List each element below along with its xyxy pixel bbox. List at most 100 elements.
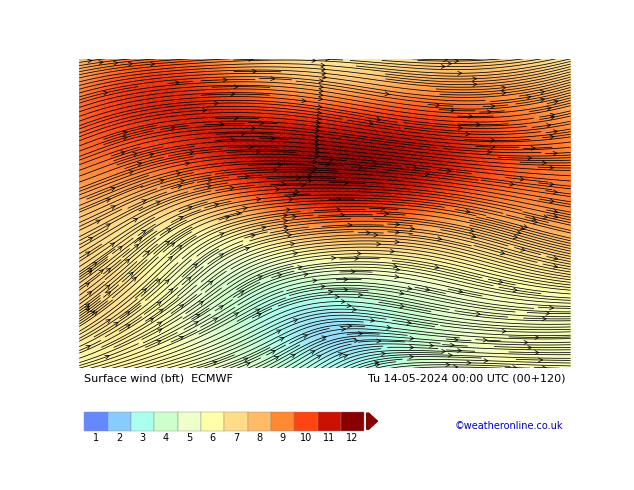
- FancyArrowPatch shape: [250, 234, 255, 238]
- FancyArrowPatch shape: [107, 292, 110, 295]
- FancyArrowPatch shape: [179, 305, 183, 309]
- FancyArrowPatch shape: [213, 318, 217, 321]
- FancyArrowPatch shape: [166, 229, 171, 232]
- FancyArrowPatch shape: [322, 75, 327, 79]
- FancyArrowPatch shape: [317, 111, 321, 115]
- FancyArrowPatch shape: [236, 211, 240, 215]
- FancyArrowPatch shape: [225, 216, 230, 220]
- FancyArrowPatch shape: [315, 134, 320, 138]
- Text: 2: 2: [116, 433, 122, 443]
- FancyArrowPatch shape: [377, 117, 380, 121]
- FancyArrowPatch shape: [533, 220, 538, 223]
- FancyArrowPatch shape: [276, 330, 281, 334]
- FancyArrowPatch shape: [110, 243, 114, 246]
- FancyArrowPatch shape: [316, 355, 321, 359]
- FancyArrowPatch shape: [520, 226, 524, 230]
- FancyArrowPatch shape: [553, 151, 557, 155]
- FancyArrowPatch shape: [93, 262, 97, 266]
- FancyArrowPatch shape: [354, 339, 358, 343]
- FancyArrowPatch shape: [316, 124, 320, 128]
- FancyArrowPatch shape: [307, 174, 311, 178]
- FancyArrowPatch shape: [393, 264, 398, 268]
- FancyArrowPatch shape: [168, 256, 172, 261]
- FancyArrowPatch shape: [106, 199, 110, 202]
- FancyArrowPatch shape: [466, 132, 470, 136]
- FancyArrowPatch shape: [242, 131, 245, 135]
- FancyArrowPatch shape: [252, 70, 256, 74]
- FancyArrowPatch shape: [337, 197, 340, 201]
- FancyArrowPatch shape: [553, 215, 558, 219]
- FancyArrowPatch shape: [202, 108, 207, 112]
- FancyArrowPatch shape: [85, 309, 89, 313]
- FancyArrowPatch shape: [142, 200, 146, 203]
- FancyArrowPatch shape: [553, 100, 558, 104]
- FancyArrowPatch shape: [214, 203, 219, 207]
- FancyArrowPatch shape: [375, 363, 380, 367]
- Text: 7: 7: [233, 433, 239, 443]
- FancyArrowPatch shape: [171, 243, 174, 247]
- FancyArrowPatch shape: [396, 268, 399, 271]
- Text: 11: 11: [323, 433, 335, 443]
- FancyArrowPatch shape: [410, 336, 414, 340]
- FancyArrowPatch shape: [484, 359, 488, 363]
- FancyArrowPatch shape: [195, 314, 200, 318]
- FancyArrowPatch shape: [234, 116, 238, 120]
- FancyArrowPatch shape: [442, 349, 446, 353]
- FancyArrowPatch shape: [469, 115, 473, 119]
- FancyArrowPatch shape: [377, 242, 380, 246]
- FancyArrowPatch shape: [223, 78, 227, 82]
- FancyArrowPatch shape: [326, 163, 330, 167]
- FancyArrowPatch shape: [553, 190, 557, 194]
- FancyArrowPatch shape: [531, 147, 535, 150]
- FancyArrowPatch shape: [256, 149, 260, 153]
- FancyArrowPatch shape: [297, 266, 302, 270]
- FancyArrowPatch shape: [465, 209, 470, 213]
- FancyArrowPatch shape: [178, 185, 182, 189]
- FancyArrowPatch shape: [476, 123, 480, 126]
- FancyArrowPatch shape: [105, 285, 110, 289]
- FancyArrowPatch shape: [313, 160, 317, 164]
- FancyArrow shape: [366, 413, 377, 429]
- FancyArrowPatch shape: [120, 151, 125, 154]
- FancyArrowPatch shape: [322, 71, 326, 75]
- FancyArrowPatch shape: [540, 98, 545, 102]
- FancyArrowPatch shape: [366, 231, 370, 235]
- FancyArrowPatch shape: [291, 354, 295, 358]
- Text: 5: 5: [186, 433, 192, 443]
- FancyArrowPatch shape: [517, 230, 521, 234]
- FancyArrowPatch shape: [134, 245, 139, 248]
- FancyArrowPatch shape: [287, 233, 291, 237]
- FancyArrowPatch shape: [450, 343, 454, 347]
- FancyArrowPatch shape: [85, 306, 89, 310]
- FancyArrowPatch shape: [316, 121, 320, 124]
- FancyArrowPatch shape: [271, 137, 275, 141]
- FancyArrowPatch shape: [156, 201, 160, 204]
- FancyArrowPatch shape: [488, 150, 491, 154]
- FancyArrowPatch shape: [105, 355, 109, 359]
- FancyArrowPatch shape: [90, 311, 94, 315]
- FancyArrowPatch shape: [150, 62, 155, 66]
- FancyArrowPatch shape: [510, 182, 514, 186]
- FancyArrowPatch shape: [190, 150, 194, 154]
- FancyArrowPatch shape: [358, 252, 361, 256]
- Bar: [294, 412, 318, 431]
- FancyArrowPatch shape: [133, 152, 137, 156]
- FancyArrowPatch shape: [410, 345, 414, 349]
- FancyArrowPatch shape: [542, 161, 546, 165]
- FancyArrowPatch shape: [293, 251, 297, 255]
- FancyArrowPatch shape: [391, 249, 394, 253]
- FancyArrowPatch shape: [110, 187, 115, 191]
- FancyArrowPatch shape: [273, 168, 278, 172]
- FancyArrowPatch shape: [193, 264, 197, 268]
- FancyArrowPatch shape: [547, 123, 550, 127]
- FancyArrowPatch shape: [470, 229, 474, 232]
- FancyArrowPatch shape: [283, 219, 287, 223]
- FancyArrowPatch shape: [283, 225, 288, 229]
- Text: Surface wind (bft)  ECMWF: Surface wind (bft) ECMWF: [84, 373, 233, 384]
- FancyArrowPatch shape: [351, 270, 355, 273]
- FancyArrowPatch shape: [410, 355, 413, 359]
- FancyArrowPatch shape: [179, 217, 183, 220]
- FancyArrowPatch shape: [230, 186, 234, 190]
- FancyArrowPatch shape: [123, 136, 127, 140]
- FancyArrowPatch shape: [550, 113, 554, 117]
